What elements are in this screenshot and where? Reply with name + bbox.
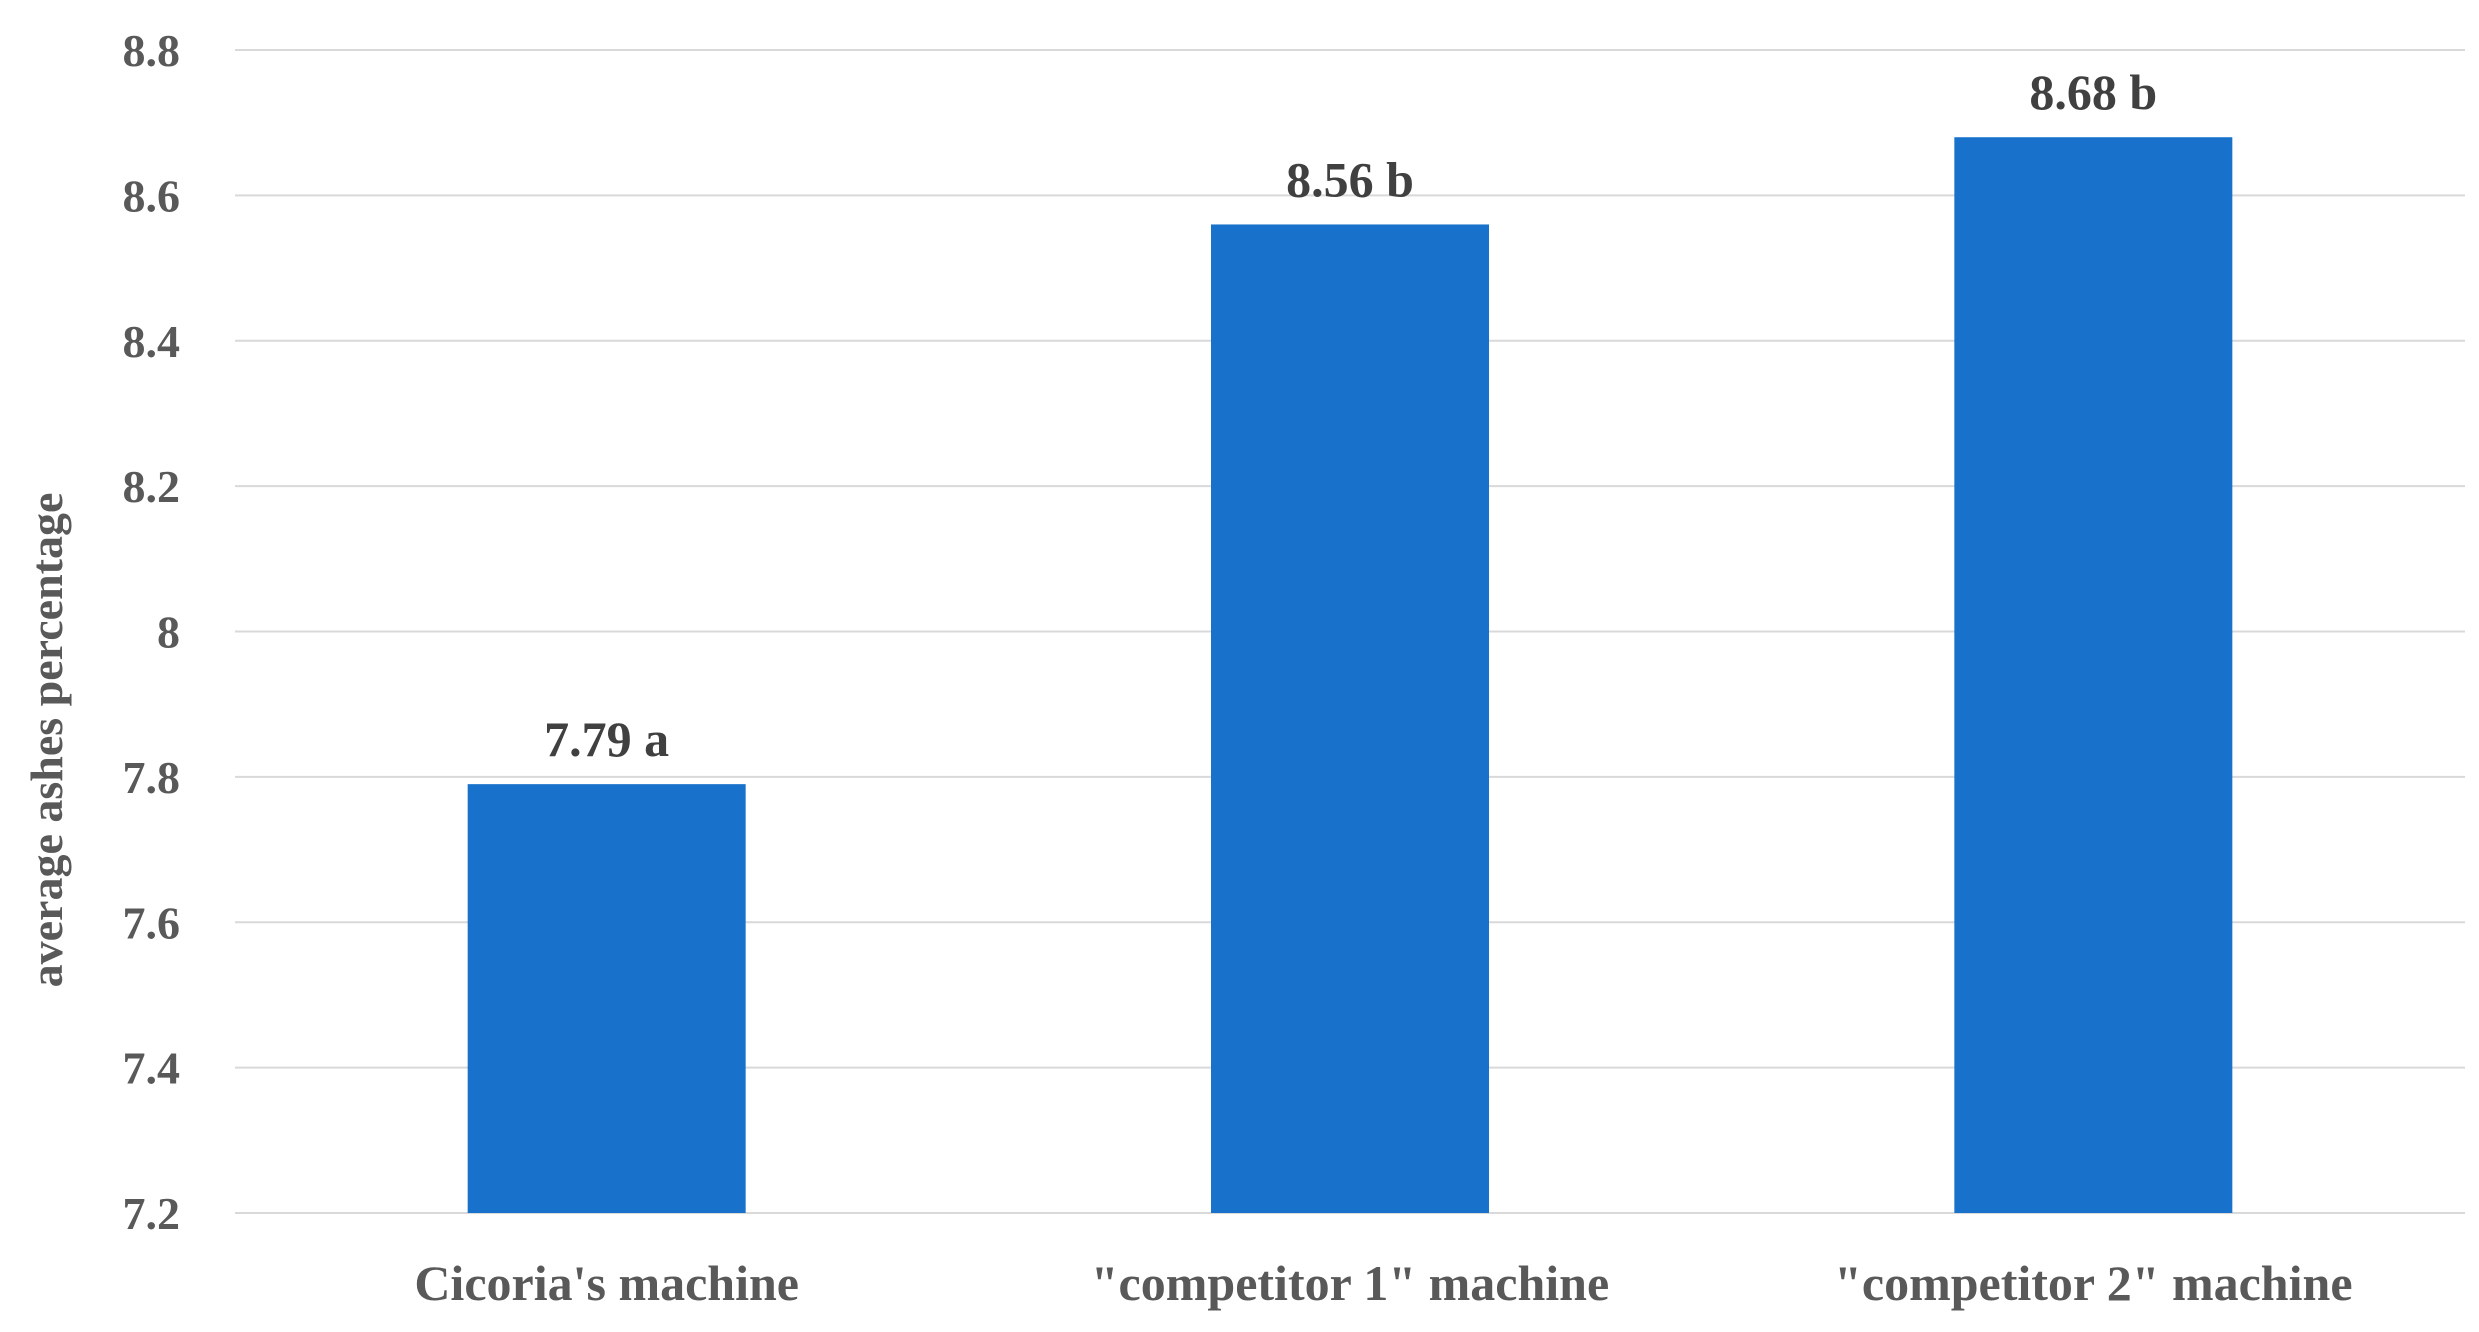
y-axis-tick-labels: 7.2 7.4 7.6 7.8 8 8.2 8.4 8.6 8.8	[123, 25, 181, 1239]
y-tick-label: 7.2	[123, 1188, 181, 1239]
bars	[467, 137, 2233, 1214]
y-tick-label: 8.6	[123, 170, 181, 221]
y-tick-label: 7.6	[123, 897, 181, 948]
data-label: 7.79 a	[544, 711, 669, 767]
data-labels: 7.79 a 8.56 b 8.68 b	[544, 64, 2157, 767]
y-tick-label: 7.8	[123, 752, 181, 803]
data-label: 8.68 b	[2029, 64, 2157, 120]
bar	[467, 784, 746, 1213]
x-category-label: Cicoria's machine	[414, 1255, 799, 1311]
x-category-label: "competitor 2" machine	[1834, 1255, 2352, 1311]
y-tick-label: 8	[157, 607, 180, 658]
y-tick-label: 8.2	[123, 461, 181, 512]
y-tick-label: 8.8	[123, 25, 181, 76]
y-tick-label: 7.4	[123, 1043, 181, 1094]
bar	[1954, 137, 2233, 1214]
y-tick-label: 8.4	[123, 316, 181, 367]
x-axis-category-labels: Cicoria's machine "competitor 1" machine "…	[414, 1255, 2352, 1311]
data-label: 8.56 b	[1286, 151, 1414, 207]
y-axis-title: average ashes percentage	[21, 493, 72, 988]
bar	[1211, 224, 1489, 1213]
x-category-label: "competitor 1" machine	[1091, 1255, 1609, 1311]
